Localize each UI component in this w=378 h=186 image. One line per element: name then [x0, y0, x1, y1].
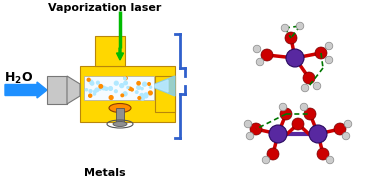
Circle shape	[334, 123, 346, 135]
Circle shape	[89, 90, 92, 93]
Circle shape	[135, 91, 138, 93]
Circle shape	[124, 77, 126, 80]
Circle shape	[120, 84, 124, 88]
Circle shape	[95, 88, 99, 92]
Circle shape	[269, 125, 287, 143]
Circle shape	[144, 93, 148, 96]
Circle shape	[261, 49, 273, 61]
Circle shape	[149, 86, 152, 88]
Circle shape	[304, 108, 316, 120]
Circle shape	[140, 94, 144, 97]
Circle shape	[129, 87, 132, 90]
Circle shape	[124, 77, 127, 80]
Text: $\mathbf{H_2O}$: $\mathbf{H_2O}$	[4, 70, 33, 86]
Circle shape	[143, 82, 147, 86]
Circle shape	[280, 108, 292, 120]
Polygon shape	[155, 80, 168, 92]
Circle shape	[344, 120, 352, 128]
Circle shape	[309, 125, 327, 143]
Circle shape	[115, 81, 118, 85]
Circle shape	[99, 85, 102, 88]
Circle shape	[250, 123, 262, 135]
Circle shape	[121, 94, 124, 97]
Circle shape	[246, 132, 254, 140]
Circle shape	[262, 156, 270, 164]
Polygon shape	[155, 76, 175, 96]
Circle shape	[99, 88, 101, 90]
Circle shape	[301, 84, 309, 92]
Circle shape	[94, 90, 96, 93]
Circle shape	[89, 80, 93, 84]
Circle shape	[149, 91, 152, 95]
Circle shape	[137, 82, 140, 85]
Circle shape	[85, 89, 88, 91]
Circle shape	[102, 86, 105, 90]
Circle shape	[138, 97, 141, 99]
Circle shape	[109, 87, 112, 90]
Bar	[116, 108, 124, 122]
Circle shape	[87, 78, 90, 81]
Circle shape	[313, 82, 321, 90]
FancyArrow shape	[5, 82, 47, 98]
Circle shape	[109, 96, 113, 100]
Circle shape	[127, 86, 129, 89]
Circle shape	[279, 103, 287, 111]
Circle shape	[300, 103, 308, 111]
Circle shape	[325, 42, 333, 50]
FancyArrow shape	[116, 48, 124, 60]
Circle shape	[244, 120, 252, 128]
Circle shape	[124, 81, 127, 85]
Circle shape	[93, 93, 96, 95]
Text: Metals: Metals	[84, 168, 126, 178]
Circle shape	[123, 92, 127, 96]
Circle shape	[292, 118, 304, 130]
Circle shape	[96, 81, 99, 84]
Polygon shape	[67, 76, 80, 104]
Circle shape	[115, 90, 117, 93]
Circle shape	[131, 88, 133, 91]
Text: Vaporization laser: Vaporization laser	[48, 3, 162, 13]
Circle shape	[253, 45, 261, 53]
Circle shape	[90, 82, 94, 85]
Circle shape	[326, 156, 334, 164]
Bar	[80, 66, 175, 122]
Bar	[47, 76, 67, 104]
Circle shape	[281, 24, 289, 32]
Circle shape	[148, 83, 150, 85]
Bar	[155, 76, 175, 112]
Circle shape	[89, 94, 92, 97]
Circle shape	[105, 87, 108, 90]
Circle shape	[303, 72, 315, 84]
Circle shape	[141, 97, 144, 100]
Circle shape	[141, 87, 143, 90]
Ellipse shape	[113, 121, 127, 126]
Circle shape	[315, 47, 327, 59]
Circle shape	[285, 32, 297, 44]
Circle shape	[137, 86, 140, 89]
Bar	[95, 36, 125, 66]
Bar	[84, 76, 154, 100]
Circle shape	[317, 148, 329, 160]
Circle shape	[256, 58, 264, 66]
Circle shape	[342, 132, 350, 140]
Circle shape	[286, 49, 304, 67]
Circle shape	[296, 22, 304, 30]
Circle shape	[325, 56, 333, 64]
Ellipse shape	[109, 103, 131, 113]
Circle shape	[267, 148, 279, 160]
Circle shape	[144, 94, 148, 98]
